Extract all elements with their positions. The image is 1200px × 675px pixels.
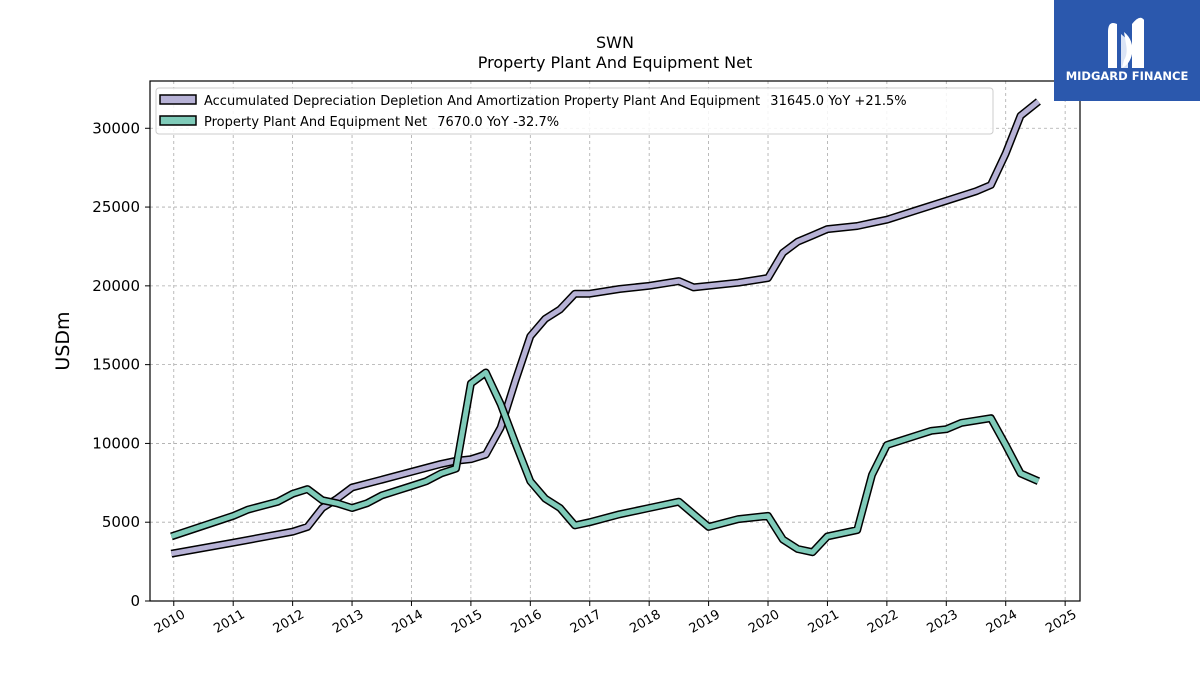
x-tick-label: 2019 (687, 607, 723, 637)
x-tick-label: 2020 (746, 607, 782, 637)
brand-mark-icon (1108, 17, 1144, 68)
series-line-1 (170, 370, 1040, 555)
chart-subtitle: Property Plant And Equipment Net (478, 53, 753, 72)
legend-swatch-0 (159, 94, 197, 105)
legend-stat-1: 7670.0 YoY -32.7% (437, 115, 559, 130)
legend-box (155, 87, 994, 135)
legend-swatch-1 (159, 115, 197, 126)
x-tick-label: 2017 (568, 607, 604, 637)
y-axis: 0 5000 10000 15000 20000 25000 30000 (92, 119, 150, 610)
x-tick-label: 2013 (330, 607, 366, 637)
x-tick-label: 2014 (390, 607, 426, 637)
y-tick-label: 20000 (92, 277, 140, 295)
legend-entry-1: Property Plant And Equipment Net 7670.0 … (204, 115, 559, 130)
x-tick-label: 2011 (211, 607, 247, 637)
series-line-0 (170, 99, 1040, 557)
x-tick-label: 2012 (271, 607, 307, 637)
brand-name: MIDGARD FINANCE (1065, 69, 1189, 83)
legend-stat-0: 31645.0 YoY +21.5% (770, 94, 906, 109)
series-lines (170, 98, 1041, 558)
x-tick-label: 2010 (152, 607, 188, 637)
legend-label-0: Accumulated Depreciation Depletion And A… (204, 94, 760, 109)
x-tick-label: 2024 (984, 607, 1020, 637)
brand-logo: MIDGARD FINANCE (1054, 0, 1200, 101)
x-tick-label: 2016 (508, 607, 544, 637)
x-tick-label: 2018 (627, 607, 663, 637)
x-tick-label: 2025 (1043, 607, 1079, 637)
x-tick-label: 2021 (806, 607, 842, 637)
grid (150, 81, 1080, 602)
y-tick-label: 30000 (92, 119, 140, 137)
x-tick-label: 2023 (924, 607, 960, 637)
y-tick-label: 5000 (102, 513, 140, 531)
chart-title: SWN (596, 33, 634, 52)
series-outline-0 (170, 98, 1041, 558)
y-tick-label: 25000 (92, 198, 140, 216)
legend: Accumulated Depreciation Depletion And A… (155, 87, 994, 135)
x-tick-label: 2015 (449, 607, 485, 637)
y-tick-label: 0 (130, 592, 140, 610)
plot-frame (149, 80, 1081, 602)
x-tick-label: 2022 (865, 607, 901, 637)
legend-entry-0: Accumulated Depreciation Depletion And A… (204, 94, 907, 109)
x-axis: 2010 2011 2012 2013 2014 2015 2016 2017 2018 2019… (152, 601, 1079, 637)
y-axis-label: USDm (52, 311, 74, 370)
legend-label-1: Property Plant And Equipment Net (204, 115, 427, 130)
y-tick-label: 10000 (92, 434, 140, 452)
y-tick-label: 15000 (92, 356, 140, 374)
